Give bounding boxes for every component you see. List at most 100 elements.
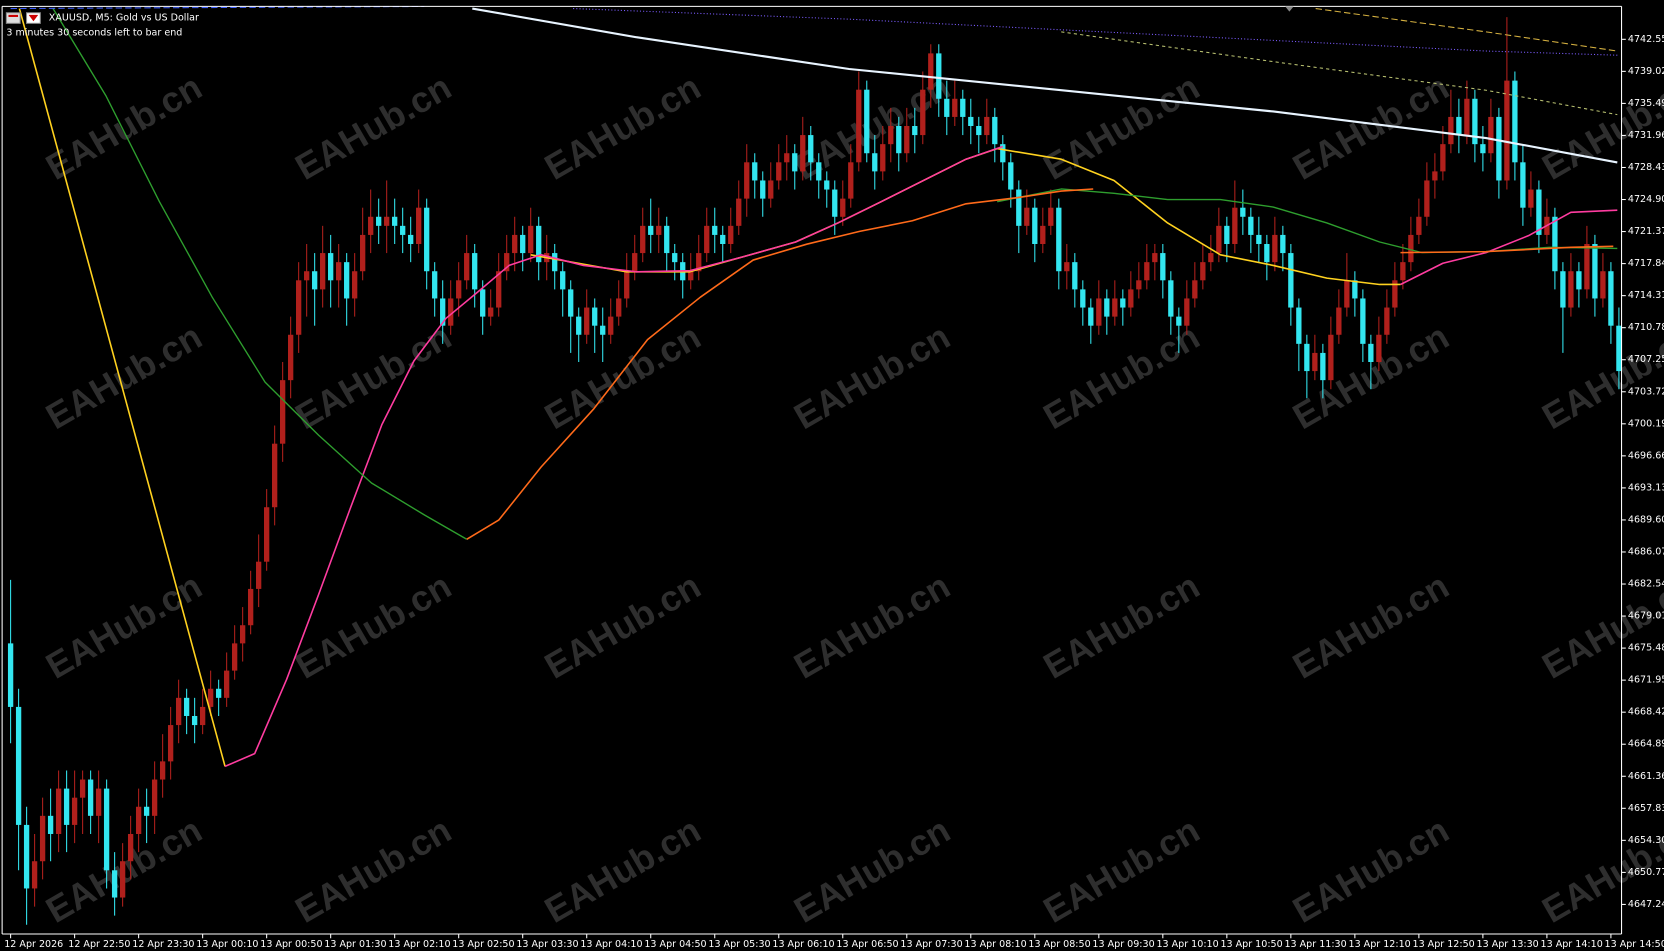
candle-body [512,234,518,254]
candle [1320,343,1326,399]
candle [472,243,478,308]
candle-body [952,98,958,117]
candle [584,289,590,344]
candle-body [1456,116,1462,136]
candle-body [223,670,230,698]
y-tick-label: 4707.250 [1628,354,1664,365]
candle-body [151,779,158,816]
candle-body [1608,271,1614,326]
candle-body [1336,307,1342,335]
y-tick-label: 4724.900 [1628,194,1664,205]
x-tick-label: 13 Apr 14:10 [1541,939,1603,950]
candle [368,189,374,254]
candle [656,207,662,254]
candle-body [520,234,526,254]
candle [904,107,910,163]
candle-body [1144,262,1150,281]
candle [1256,216,1262,263]
candle [1048,189,1054,235]
candle-body [344,262,350,299]
candle [840,180,846,226]
candle [360,207,366,281]
candle-body [1088,307,1094,326]
candle [968,98,974,145]
candle [400,207,406,254]
candle-body [1312,352,1318,372]
candle [712,207,718,254]
bar-timer: 3 minutes 30 seconds left to bar end [6,27,182,38]
candle [816,153,822,199]
candle-body [568,289,574,317]
candle [864,80,870,163]
candle-body [928,53,934,90]
candle [960,89,966,136]
candle-body [1280,234,1286,254]
x-tick-label: 13 Apr 08:50 [1028,939,1090,950]
candle-body [1048,207,1054,226]
candle [1280,225,1286,272]
y-tick-label: 4679.010 [1628,611,1664,622]
candle [1200,243,1206,290]
candle [1416,198,1422,244]
candle-body [1168,280,1174,317]
candle [263,489,270,571]
candle [992,107,998,163]
candle [23,806,30,925]
candle-body [408,234,414,244]
candle [39,797,46,880]
y-tick-label: 4710.780 [1628,322,1664,333]
indicator-line [224,145,1004,768]
y-tick-label: 4675.480 [1628,643,1664,654]
candle-body [215,688,222,698]
candle [191,697,198,744]
indicator-line [52,8,468,540]
candle [856,71,862,172]
candle-body [912,126,918,136]
candle [480,280,486,335]
candle [1312,334,1318,381]
candle-body [792,153,798,172]
candle-body [1520,162,1526,208]
candle [736,180,742,235]
candle [1096,280,1102,335]
candle-body [656,225,662,235]
candle-body [1112,298,1118,317]
candle [416,189,422,254]
candle-body [1328,334,1334,381]
candle-body [1304,343,1310,372]
candle-body [1400,262,1406,281]
candle [1352,271,1358,317]
y-tick-label: 4664.890 [1628,739,1664,750]
candle [167,706,174,780]
x-tick-label: 13 Apr 00:10 [196,939,258,950]
candle-body [1440,144,1446,172]
indicator-line [1400,245,1614,254]
candle-body [1568,271,1574,308]
candle [560,262,566,317]
candle [1072,253,1078,308]
candle-body [528,225,534,254]
candle [392,198,398,244]
candle [1368,334,1374,390]
candle [1608,262,1614,344]
candle [800,116,806,181]
candle-body [616,298,622,317]
candle [231,625,238,680]
candle [320,225,326,308]
candle [1016,180,1022,254]
candle [536,216,542,281]
candle-body [576,316,582,335]
axes: 4742.550 4739.020 4735.490 4731.960 4728.430… [4,34,1664,950]
candle-body [1248,216,1254,235]
candle [632,234,638,281]
candle-body [1576,271,1582,290]
candle [488,289,494,326]
candle [1104,289,1110,335]
x-tick-label: 12 Apr 22:50 [68,939,130,950]
candle [1304,334,1310,399]
candle-body [1128,289,1134,308]
candle-body [464,253,470,281]
